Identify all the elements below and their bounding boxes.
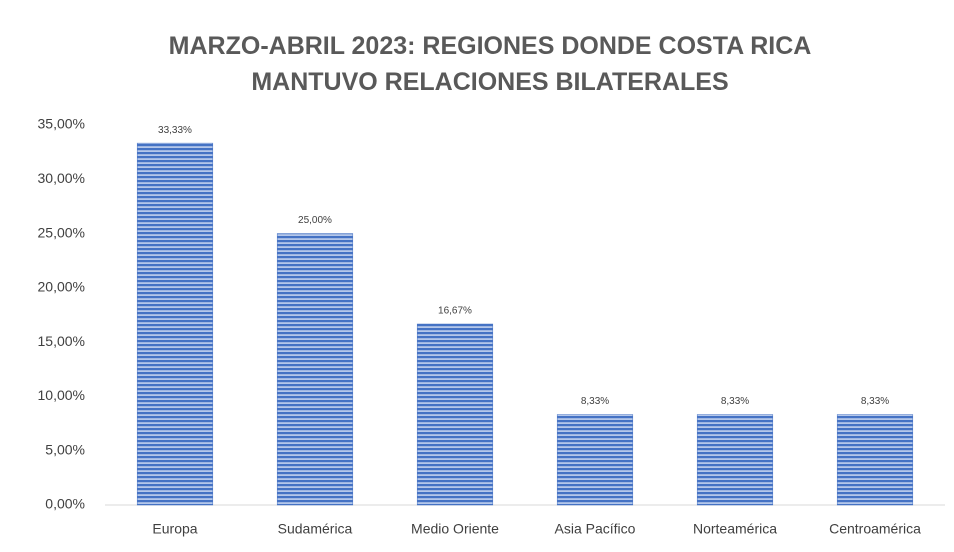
x-tick-label: Asia Pacífico [555, 521, 636, 537]
x-tick-label: Norteamérica [693, 521, 777, 537]
bar [136, 142, 214, 506]
data-label: 8,33% [581, 396, 609, 407]
y-tick-label: 10,00% [38, 387, 85, 403]
data-label: 25,00% [298, 215, 332, 226]
y-tick-label: 0,00% [45, 496, 85, 512]
y-tick-label: 15,00% [38, 333, 85, 349]
bar [836, 414, 914, 506]
data-label: 8,33% [861, 396, 889, 407]
y-tick-label: 35,00% [38, 116, 85, 132]
x-tick-label: Europa [152, 521, 197, 537]
y-tick-label: 30,00% [38, 170, 85, 186]
bar [556, 414, 634, 506]
bar [276, 233, 354, 506]
x-tick-label: Medio Oriente [411, 521, 499, 537]
y-tick-label: 20,00% [38, 279, 85, 295]
data-label: 16,67% [438, 306, 472, 317]
x-tick-label: Sudamérica [278, 521, 353, 537]
y-tick-label: 5,00% [45, 441, 85, 457]
bar [416, 323, 494, 506]
chart-title: MARZO-ABRIL 2023: REGIONES DONDE COSTA R… [169, 32, 812, 96]
data-label: 8,33% [721, 396, 749, 407]
x-tick-label: Centroamérica [829, 521, 921, 537]
bar [696, 414, 774, 506]
data-label: 33,33% [158, 125, 192, 136]
y-tick-label: 25,00% [38, 224, 85, 240]
